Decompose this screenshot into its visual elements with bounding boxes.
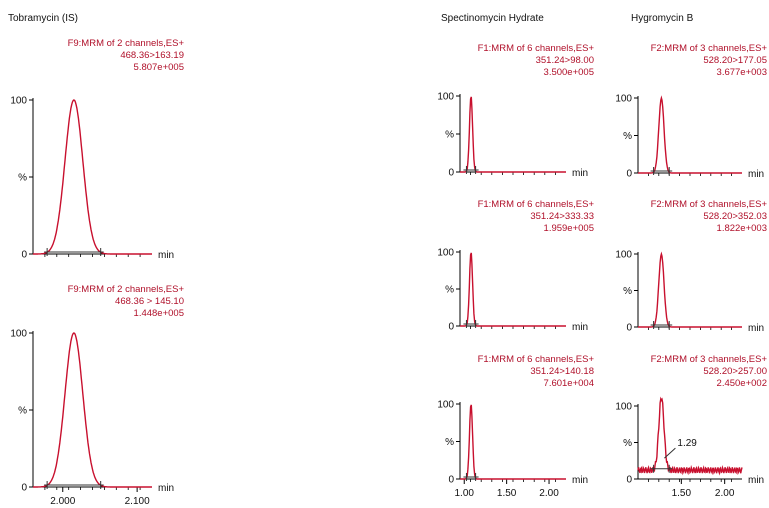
panel-3-y-label-0: 100 (437, 92, 454, 103)
panel-3-y-label-1: % (445, 130, 454, 141)
panel-7-trace (638, 251, 742, 328)
panel-2-transition: 468.36 > 145.10 (115, 296, 184, 307)
panel-6-y-label-0: 100 (615, 94, 632, 105)
panel-7-function: F2:MRM of 3 channels,ES+ (650, 199, 767, 210)
panel-3-transition: 351.24>98.00 (535, 55, 594, 66)
panel-2-function: F9:MRM of 2 channels,ES+ (67, 284, 184, 295)
panel-1-x-unit: min (158, 250, 174, 261)
panel-6-y-label-1: % (623, 131, 632, 142)
panel-8-x-tick-label-0: 1.50 (672, 488, 692, 499)
panel-6-trace (638, 95, 742, 174)
panel-8-annotation: 1.29 (677, 438, 697, 449)
panel-7-y-label-0: 100 (615, 250, 632, 261)
panel-6-intensity: 3.677e+003 (716, 67, 767, 78)
panel-4-y-label-0: 100 (437, 248, 454, 259)
panel-8-y-label-1: % (623, 438, 632, 449)
panel-6-transition: 528.20>177.05 (703, 55, 767, 66)
panel-1-y-label-2: 0 (21, 250, 27, 261)
panel-2-trace (33, 332, 152, 488)
panel-5-x-tick-label-2: 2.00 (539, 488, 559, 499)
panel-1-transition: 468.36>163.19 (120, 50, 184, 61)
panel-2-x-unit: min (158, 483, 174, 494)
panel-8-trace (637, 396, 743, 476)
panel-7-y-label-1: % (623, 286, 632, 297)
column-title-tobramycin: Tobramycin (IS) (8, 13, 79, 24)
panel-8-transition: 528.20>257.00 (703, 366, 767, 377)
panel-6-function: F2:MRM of 3 channels,ES+ (650, 43, 767, 54)
panel-header-5: F1:MRM of 6 channels,ES+ 351.24>140.18 7… (478, 354, 594, 390)
panel-2-x-tick-label-1: 2.100 (125, 496, 150, 507)
panel-5-x-unit: min (572, 475, 588, 486)
panel-6-x-unit: min (748, 169, 764, 180)
panel-4-y-label-1: % (445, 285, 454, 296)
panel-8-function: F2:MRM of 3 channels,ES+ (650, 354, 767, 365)
panel-header-7: F2:MRM of 3 channels,ES+ 528.20>352.03 1… (651, 199, 767, 235)
panel-4-y-label-2: 0 (448, 322, 454, 333)
panel-7-y-label-2: 0 (626, 323, 632, 334)
panel-1-intensity: 5.807e+005 (133, 62, 184, 73)
panel-4-x-unit: min (572, 322, 588, 333)
panel-1-y-label-1: % (18, 173, 27, 184)
panel-2-intensity: 1.448e+005 (133, 308, 184, 319)
panel-5-x-tick-label-1: 1.50 (497, 488, 517, 499)
panel-5-function: F1:MRM of 6 channels,ES+ (477, 354, 594, 365)
panel-8-x-unit: min (748, 475, 764, 486)
panel-6-y-label-2: 0 (626, 169, 632, 180)
panel-header-2: F9:MRM of 2 channels,ES+ 468.36 > 145.10… (68, 284, 184, 320)
panel-3-y-label-2: 0 (448, 168, 454, 179)
panel-header-4: F1:MRM of 6 channels,ES+ 351.24>333.33 1… (478, 199, 594, 235)
panel-8-intensity: 2.450e+002 (716, 378, 767, 389)
panel-1-function: F9:MRM of 2 channels,ES+ (67, 38, 184, 49)
panel-5-y-label-2: 0 (448, 475, 454, 486)
panel-5-transition: 351.24>140.18 (530, 366, 594, 377)
column-title-spectinomycin: Spectinomycin Hydrate (441, 13, 544, 24)
panel-1-y-label-0: 100 (10, 96, 27, 107)
panel-7-intensity: 1.822e+003 (716, 223, 767, 234)
panel-3-x-unit: min (572, 168, 588, 179)
panel-4-function: F1:MRM of 6 channels,ES+ (477, 199, 594, 210)
panel-5-x-tick-label-0: 1.00 (455, 488, 475, 499)
panel-7-x-unit: min (748, 323, 764, 334)
panel-2-y-label-2: 0 (21, 483, 27, 494)
panel-3-trace (460, 96, 566, 173)
column-title-hygromycin: Hygromycin B (631, 13, 694, 24)
panel-7-transition: 528.20>352.03 (703, 211, 767, 222)
panel-4-intensity: 1.959e+005 (543, 223, 594, 234)
panel-5-trace (460, 404, 566, 480)
panel-8-x-tick-label-1: 2.00 (715, 488, 735, 499)
panel-2-y-label-1: % (18, 406, 27, 417)
panel-1-trace (33, 99, 152, 255)
panel-2-x-tick-label-0: 2.000 (50, 496, 75, 507)
panel-5-intensity: 7.601e+004 (543, 378, 594, 389)
panel-header-1: F9:MRM of 2 channels,ES+ 468.36>163.19 5… (68, 38, 184, 74)
panel-3-intensity: 3.500e+005 (543, 67, 594, 78)
panel-8-y-label-2: 0 (626, 475, 632, 486)
panel-4-trace (460, 252, 566, 327)
panel-header-8: F2:MRM of 3 channels,ES+ 528.20>257.00 2… (651, 354, 767, 390)
panel-4-transition: 351.24>333.33 (530, 211, 594, 222)
panel-3-function: F1:MRM of 6 channels,ES+ (477, 43, 594, 54)
panel-5-y-label-0: 100 (437, 400, 454, 411)
panel-8-y-label-0: 100 (615, 402, 632, 413)
panel-header-6: F2:MRM of 3 channels,ES+ 528.20>177.05 3… (651, 43, 767, 79)
panel-5-y-label-1: % (445, 437, 454, 448)
panel-header-3: F1:MRM of 6 channels,ES+ 351.24>98.00 3.… (478, 43, 594, 79)
panel-2-y-label-0: 100 (10, 329, 27, 340)
panel-8-annotation-leader (664, 447, 676, 459)
